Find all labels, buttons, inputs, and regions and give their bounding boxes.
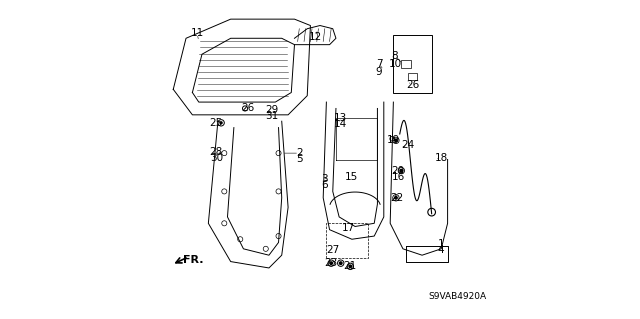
Text: 17: 17 [342,223,355,233]
Circle shape [400,169,403,172]
Text: 5: 5 [296,154,303,165]
Text: 27: 27 [326,245,339,256]
Text: 9: 9 [376,67,382,77]
Text: 8: 8 [392,51,398,61]
Text: 16: 16 [392,172,404,182]
Text: 4: 4 [438,245,445,256]
Text: 7: 7 [376,59,382,69]
Bar [401,60,411,68]
Text: 1: 1 [438,239,445,249]
Text: S9VAB4920A: S9VAB4920A [428,292,486,301]
Bar [408,73,417,80]
Text: 13: 13 [334,113,348,123]
Text: 14: 14 [334,119,348,130]
Text: 18: 18 [435,153,448,163]
Text: 20: 20 [392,166,404,176]
Text: 21: 21 [344,261,357,271]
Text: 25: 25 [210,118,223,128]
Text: 12: 12 [308,32,322,42]
Text: 22: 22 [390,193,403,203]
Circle shape [330,262,332,264]
Text: 30: 30 [210,153,223,163]
Text: 19: 19 [387,135,400,145]
Text: 23: 23 [324,258,338,268]
Text: 24: 24 [401,140,414,150]
Circle shape [220,122,222,124]
Circle shape [349,265,351,268]
Text: 15: 15 [345,172,358,182]
Text: 11: 11 [191,28,204,39]
Bar [394,35,431,93]
Text: 6: 6 [321,180,328,190]
Text: 26: 26 [242,103,255,114]
Text: 26: 26 [406,79,419,90]
Text: 3: 3 [321,174,328,184]
Text: 31: 31 [266,111,279,122]
Circle shape [339,262,342,264]
Text: FR.: FR. [184,255,204,265]
Circle shape [395,139,397,142]
Text: 29: 29 [266,105,279,115]
Text: 28: 28 [210,146,223,157]
Text: 2: 2 [296,148,303,158]
Text: 10: 10 [388,59,401,69]
Circle shape [395,197,397,199]
